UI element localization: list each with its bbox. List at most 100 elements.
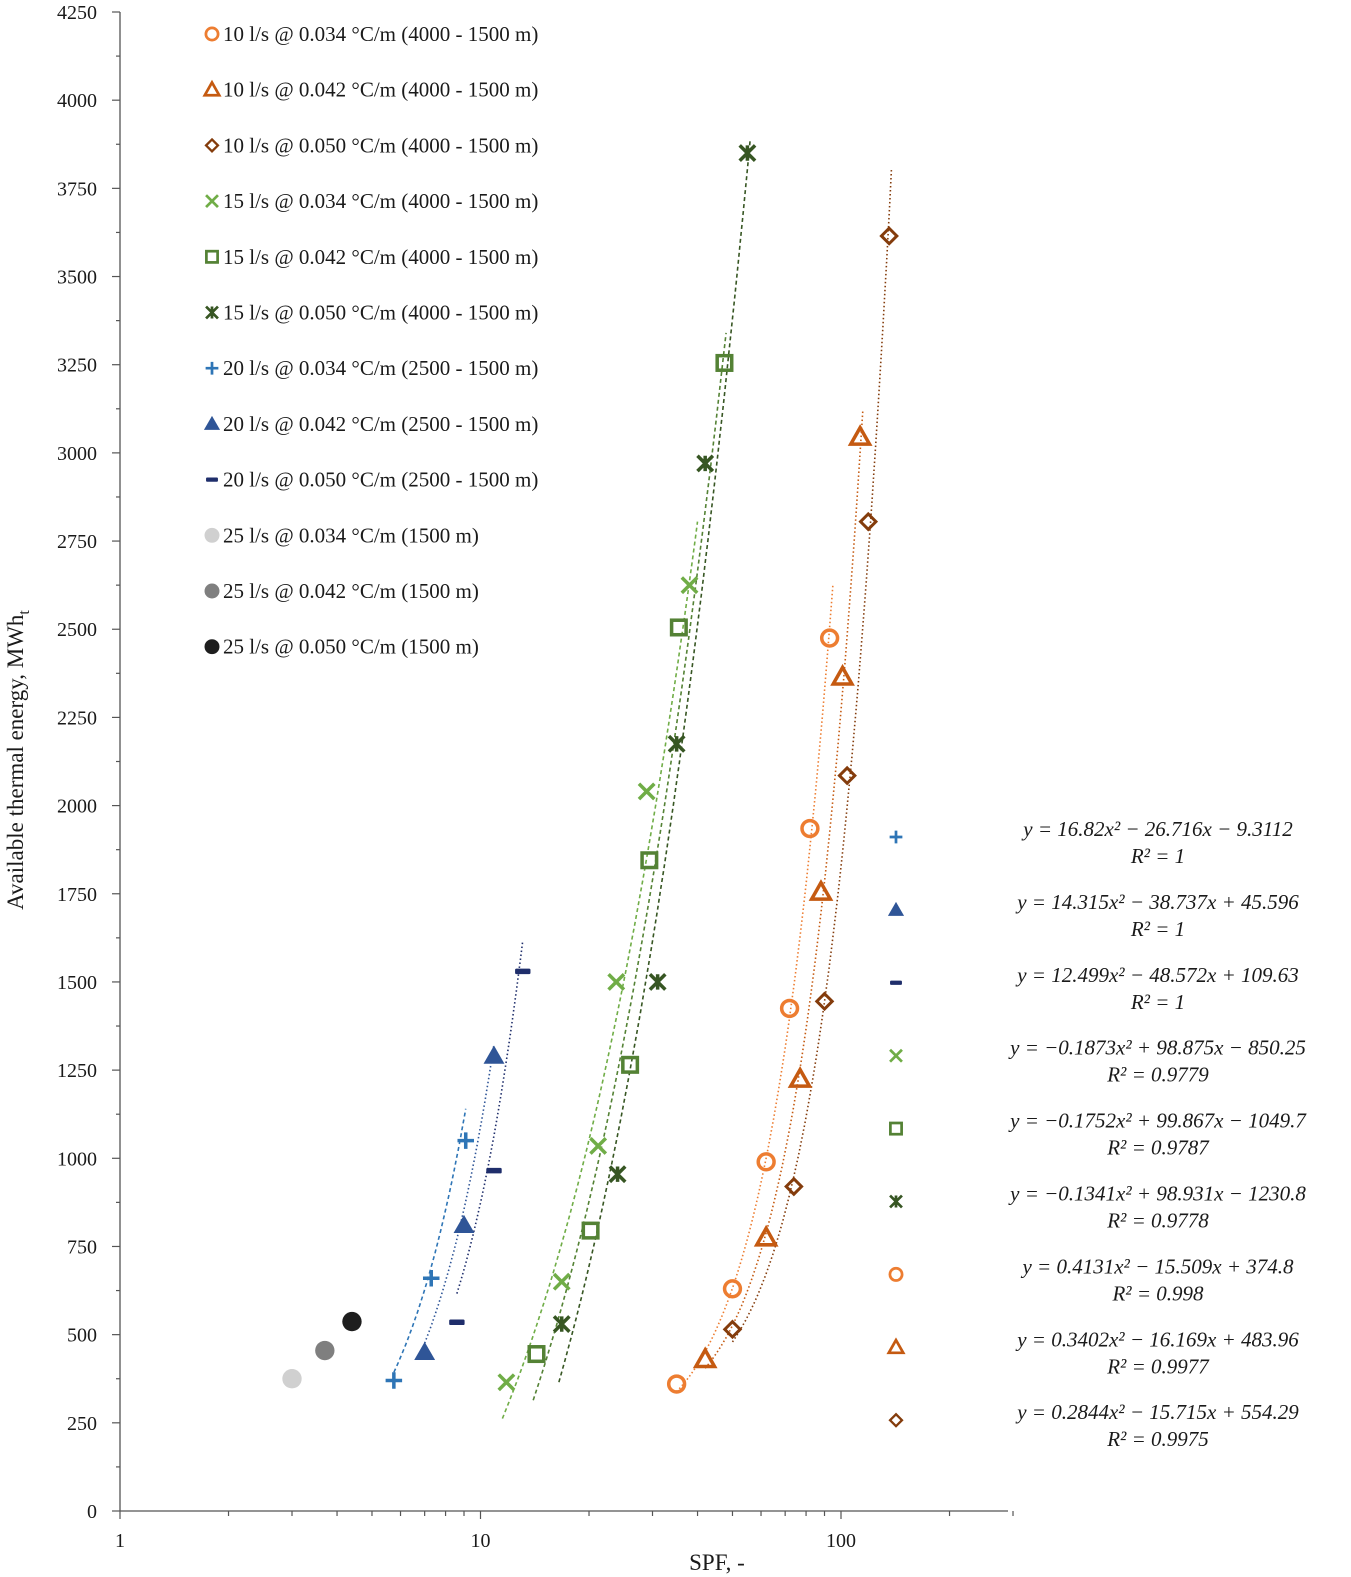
data-point: [814, 991, 835, 1012]
legend-label: 10 l/s @ 0.034 °C/m (4000 - 1500 m): [223, 22, 538, 46]
equation-legend-marker: [889, 830, 903, 844]
y-tick-label: 2000: [57, 796, 97, 818]
legend-marker: [204, 639, 220, 655]
x-axis-title: SPF, -: [689, 1550, 745, 1575]
data-point: [457, 1132, 474, 1149]
legend-label: 15 l/s @ 0.042 °C/m (4000 - 1500 m): [223, 245, 538, 269]
series-10-points: [282, 1369, 302, 1389]
legend-marker: [205, 194, 219, 209]
series-4-points: [497, 576, 699, 1392]
legend-marker: [206, 477, 218, 482]
data-point: [819, 628, 840, 648]
y-tick-label: 2500: [57, 619, 97, 641]
data-point: [722, 1279, 743, 1299]
trendline-r-squared: R² = 0.9778: [1106, 1209, 1209, 1233]
data-point: [680, 576, 699, 595]
data-point: [837, 765, 857, 786]
y-tick-label: 4000: [57, 90, 97, 112]
equation-legend-item: y = 0.4131x² − 15.509x + 374.8 R² = 0.998: [888, 1254, 1294, 1305]
data-points: [282, 144, 899, 1394]
legend-item: 20 l/s @ 0.034 °C/m (2500 - 1500 m): [205, 356, 538, 380]
data-point: [497, 1373, 516, 1392]
y-tick-label: 1750: [57, 884, 97, 906]
trendline-r-squared: R² = 0.998: [1111, 1281, 1204, 1305]
trendline-equation: y = −0.1341x² + 98.931x − 1230.8: [1008, 1182, 1306, 1206]
x-axis-ticks: 1 10 100: [115, 1511, 1014, 1552]
series-3-points: [722, 226, 899, 1340]
x-tick-label: 1: [115, 1530, 125, 1552]
data-point: [637, 782, 656, 801]
data-point: [779, 998, 800, 1019]
trendline-series-7: [393, 1108, 467, 1373]
legend-marker: [204, 583, 220, 599]
legend-label: 25 l/s @ 0.042 °C/m (1500 m): [223, 579, 479, 603]
data-point: [648, 972, 667, 991]
data-point: [784, 1176, 804, 1197]
data-point: [449, 1319, 465, 1326]
data-point: [315, 1340, 335, 1361]
legend-marker: [205, 305, 219, 320]
equation-legend-marker: [886, 1337, 906, 1355]
data-point: [756, 1152, 776, 1172]
data-point: [847, 424, 873, 446]
legend-label: 20 l/s @ 0.050 °C/m (2500 - 1500 m): [223, 468, 538, 492]
data-point: [483, 1045, 505, 1064]
trendline-r-squared: R² = 1: [1130, 917, 1185, 941]
legend-item: 25 l/s @ 0.050 °C/m (1500 m): [204, 635, 479, 659]
data-point: [581, 1221, 600, 1240]
trendline-equation: y = 16.82x² − 26.716x − 9.3112: [1021, 817, 1293, 841]
trendline-series-1: [676, 583, 834, 1393]
y-tick-label: 500: [67, 1325, 97, 1347]
equation-legend-marker: [888, 1266, 904, 1282]
legend-item: 15 l/s @ 0.050 °C/m (4000 - 1500 m): [205, 301, 538, 325]
data-point: [879, 226, 899, 246]
legend-marker: [202, 79, 222, 97]
series-7-points: [385, 1132, 474, 1389]
data-point: [692, 1346, 718, 1369]
legend-label: 10 l/s @ 0.042 °C/m (4000 - 1500 m): [223, 78, 538, 102]
data-point: [385, 1372, 403, 1389]
y-tick-label: 0: [87, 1501, 97, 1523]
y-axis-ticks: 0 250 500 750 1000 1250 1500 1750 2000 2250 2500 27…: [57, 2, 120, 1523]
trendline-series-3: [731, 170, 893, 1343]
legend-marker: [204, 26, 220, 42]
y-tick-label: 2250: [57, 707, 97, 729]
trendline-series-9: [456, 940, 524, 1294]
x-tick-label: 10: [471, 1530, 491, 1552]
data-point: [515, 968, 531, 975]
legend-item: 10 l/s @ 0.050 °C/m (4000 - 1500 m): [204, 133, 538, 157]
legend-label: 25 l/s @ 0.034 °C/m (1500 m): [223, 523, 479, 547]
legend-marker: [204, 137, 220, 153]
data-point: [787, 1066, 813, 1088]
legend-item: 20 l/s @ 0.042 °C/m (2500 - 1500 m): [203, 412, 538, 436]
y-tick-label: 1000: [57, 1148, 97, 1170]
trendline-series-5: [532, 332, 727, 1401]
legend-item: 25 l/s @ 0.034 °C/m (1500 m): [204, 523, 479, 547]
trendline-equation: y = −0.1873x² + 98.875x − 850.25: [1008, 1036, 1306, 1060]
data-point: [486, 1167, 502, 1174]
data-point: [669, 618, 688, 637]
equation-legend-marker: [889, 1121, 903, 1136]
trendline-equation: y = −0.1752x² + 99.867x − 1049.7: [1008, 1109, 1307, 1133]
equation-legend-marker: [887, 901, 905, 916]
legend-marker: [203, 415, 221, 430]
data-point: [422, 1269, 440, 1287]
trendline-r-squared: R² = 1: [1130, 844, 1185, 868]
legend-item: 20 l/s @ 0.050 °C/m (2500 - 1500 m): [206, 468, 538, 492]
y-tick-label: 3000: [57, 443, 97, 465]
legend-label: 15 l/s @ 0.034 °C/m (4000 - 1500 m): [223, 189, 538, 213]
y-tick-label: 3750: [57, 178, 97, 200]
legend-label: 15 l/s @ 0.050 °C/m (4000 - 1500 m): [223, 301, 538, 325]
trendline-r-squared: R² = 1: [1130, 990, 1185, 1014]
trendlines: [393, 139, 893, 1419]
data-point: [715, 353, 734, 372]
data-point: [666, 1374, 687, 1394]
equation-legend-marker: [888, 1412, 904, 1428]
legend-label: 25 l/s @ 0.050 °C/m (1500 m): [223, 635, 479, 659]
equation-legend-item: y = 0.2844x² − 15.715x + 554.29 R² = 0.99…: [888, 1400, 1299, 1451]
data-point: [552, 1315, 571, 1334]
legend-label: 20 l/s @ 0.042 °C/m (2500 - 1500 m): [223, 412, 538, 436]
data-point: [414, 1341, 436, 1360]
equation-legend-item: y = −0.1341x² + 98.931x − 1230.8 R² = 0.9…: [889, 1182, 1306, 1233]
equation-legend-marker: [890, 980, 902, 985]
